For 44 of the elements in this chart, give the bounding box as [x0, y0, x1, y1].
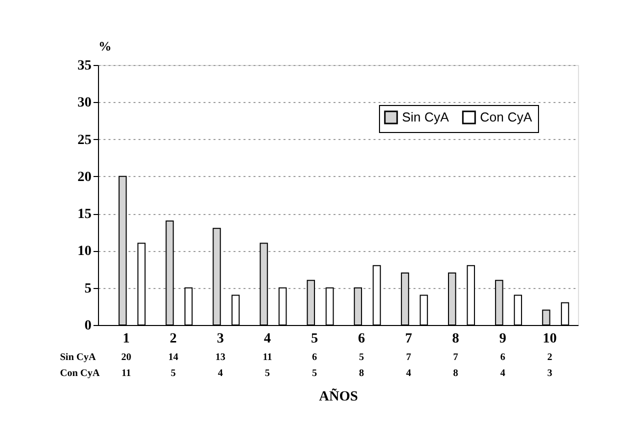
x-tick-label: 4: [264, 332, 271, 346]
x-tick-label: 10: [542, 332, 557, 346]
data-label: 6: [312, 352, 317, 363]
data-label: 6: [500, 352, 506, 363]
data-label: 7: [406, 352, 412, 363]
y-tick-label: 20: [78, 170, 92, 185]
y-axis-title: %: [98, 38, 112, 54]
y-tick-label: 15: [78, 207, 92, 222]
y-tick-label: 10: [78, 244, 92, 260]
data-label: 4: [500, 368, 506, 379]
x-tick-label: 2: [170, 332, 177, 346]
data-label: 4: [406, 368, 412, 379]
y-tick-label: 25: [78, 132, 92, 148]
data-label: 7: [453, 352, 458, 363]
x-axis-title: AÑOS: [319, 388, 358, 404]
text: Con CyA: [60, 368, 100, 379]
x-tick-label: 5: [310, 332, 318, 346]
data-label: 13: [215, 352, 226, 363]
x-tick-label: 1: [122, 332, 130, 346]
x-tick-label: 9: [499, 332, 506, 346]
data-label: 5: [312, 368, 317, 379]
data-label: 20: [121, 352, 132, 363]
x-tick-label: 6: [358, 332, 366, 346]
y-tick-label: 0: [84, 318, 92, 334]
y-tick-label: 5: [84, 281, 92, 296]
data-label: 8: [359, 368, 364, 379]
data-label: 11: [122, 368, 131, 379]
data-label: 5: [170, 368, 176, 379]
data-label: 14: [168, 352, 178, 363]
x-tick-label: 8: [452, 332, 460, 346]
data-label: 5: [359, 352, 364, 363]
data-label: 3: [547, 368, 552, 379]
data-label: 5: [264, 368, 270, 379]
data-label: 8: [453, 368, 458, 379]
data-label: 11: [262, 352, 272, 363]
text: Sin CyA: [60, 352, 96, 363]
legend-label: Sin CyA: [402, 109, 450, 124]
y-tick-label: 35: [78, 58, 92, 74]
legend-label: Con CyA: [480, 109, 532, 124]
data-label: 4: [218, 368, 223, 379]
data-label: 2: [547, 352, 552, 363]
x-tick-label: 3: [216, 332, 224, 346]
x-tick-label: 7: [405, 332, 412, 346]
y-tick-label: 30: [78, 96, 92, 111]
